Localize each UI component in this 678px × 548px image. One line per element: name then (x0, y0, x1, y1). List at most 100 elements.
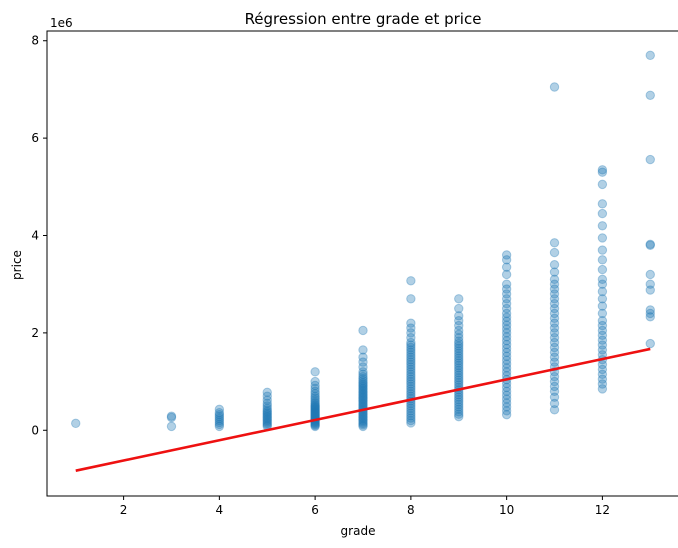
scatter-point (501, 324, 512, 334)
scatter-point (406, 381, 416, 392)
chart-title: Régression entre grade et price (245, 10, 482, 28)
scatter-point (597, 165, 608, 175)
scatter-point (549, 405, 560, 415)
scatter-point (645, 279, 655, 289)
scatter-point (597, 264, 608, 275)
scatter-point (406, 318, 416, 328)
scatter-point (310, 397, 320, 407)
scatter-point (597, 221, 608, 231)
scatter-point (501, 347, 512, 358)
scatter-point (501, 332, 512, 342)
scatter-point (597, 330, 608, 341)
x-tick-label: 4 (216, 503, 224, 517)
scatter-point (454, 392, 464, 402)
scatter-point (597, 279, 608, 289)
scatter-point (310, 408, 320, 418)
scatter-point (501, 316, 512, 326)
scatter-point (214, 404, 225, 415)
scatter-point (358, 385, 368, 395)
scatter-point (454, 333, 464, 343)
scatter-point (214, 411, 225, 422)
scatter-point (454, 320, 464, 331)
scatter-point (597, 335, 608, 345)
x-tick-label: 12 (595, 503, 610, 517)
scatter-point (406, 403, 416, 414)
scatter-point (310, 400, 320, 410)
scatter-point (454, 377, 464, 388)
scatter-point (454, 363, 464, 373)
scatter-point (358, 373, 368, 384)
scatter-point (454, 303, 464, 314)
scatter-point (645, 90, 655, 100)
scatter-point (358, 386, 368, 397)
scatter-point (214, 408, 225, 418)
scatter-point (358, 325, 368, 336)
scatter-point (549, 260, 560, 270)
scatter-point (454, 360, 464, 371)
scatter-point (597, 199, 608, 209)
scatter-point (645, 239, 655, 249)
scatter-point (597, 325, 608, 336)
scatter-point (501, 367, 512, 377)
scatter-point (310, 376, 320, 387)
scatter-point (262, 408, 272, 418)
scatter-point (358, 377, 368, 388)
scatter-point (454, 341, 464, 351)
scatter-point (549, 289, 560, 299)
scatter-point (597, 340, 608, 350)
scatter-point (406, 352, 416, 362)
scatter-point (358, 420, 368, 430)
scatter-point (406, 323, 416, 333)
scatter-point (262, 391, 272, 401)
scatter-point (549, 308, 560, 319)
scatter-point (358, 383, 368, 394)
scatter-point (454, 338, 464, 349)
scatter-point (358, 393, 368, 404)
scatter-point (597, 384, 608, 394)
scatter-point (549, 398, 560, 409)
scatter-point (310, 389, 320, 399)
x-axis-ticks: 2 4 6 8 10 12 (120, 496, 610, 517)
y-axis-ticks: 0 2 4 6 8 (31, 34, 47, 437)
scatter-point (454, 343, 464, 354)
scatter-point (406, 374, 416, 384)
scatter-point (358, 396, 368, 407)
scatter-point (454, 329, 464, 340)
scatter-point (262, 398, 272, 409)
scatter-point (597, 286, 608, 297)
scatter-point (549, 337, 560, 348)
scatter-point (597, 369, 608, 379)
scatter-point (358, 367, 368, 377)
scatter-point (262, 411, 272, 421)
scatter-point (166, 421, 177, 432)
scatter-point (214, 413, 225, 424)
scatter-point (310, 393, 320, 403)
scatter-point (501, 255, 512, 265)
scatter-point (262, 401, 272, 411)
scatter-point (358, 362, 368, 372)
scatter-point (358, 352, 368, 362)
scatter-point (406, 345, 416, 355)
scatter-point (406, 328, 416, 338)
scatter-point (406, 406, 416, 416)
scatter-point (310, 380, 320, 391)
scatter-point (454, 348, 464, 359)
scatter-point (262, 409, 272, 420)
scatter-point (358, 389, 368, 399)
scatter-point (501, 308, 512, 319)
scatter-point (597, 245, 608, 255)
y-axis-label: price (10, 250, 24, 280)
scatter-point (645, 285, 655, 295)
scatter-point (406, 333, 416, 343)
scatter-point (501, 386, 512, 397)
scatter-point (549, 313, 560, 323)
scatter-point (406, 367, 416, 377)
scatter-point (597, 274, 608, 285)
regression-line-layer (75, 347, 651, 472)
scatter-point (597, 364, 608, 375)
scatter-point (501, 409, 512, 420)
scatter-point (262, 407, 272, 417)
y-tick-label: 6 (31, 131, 39, 145)
scatter-point (549, 274, 560, 285)
x-tick-label: 6 (311, 503, 319, 517)
